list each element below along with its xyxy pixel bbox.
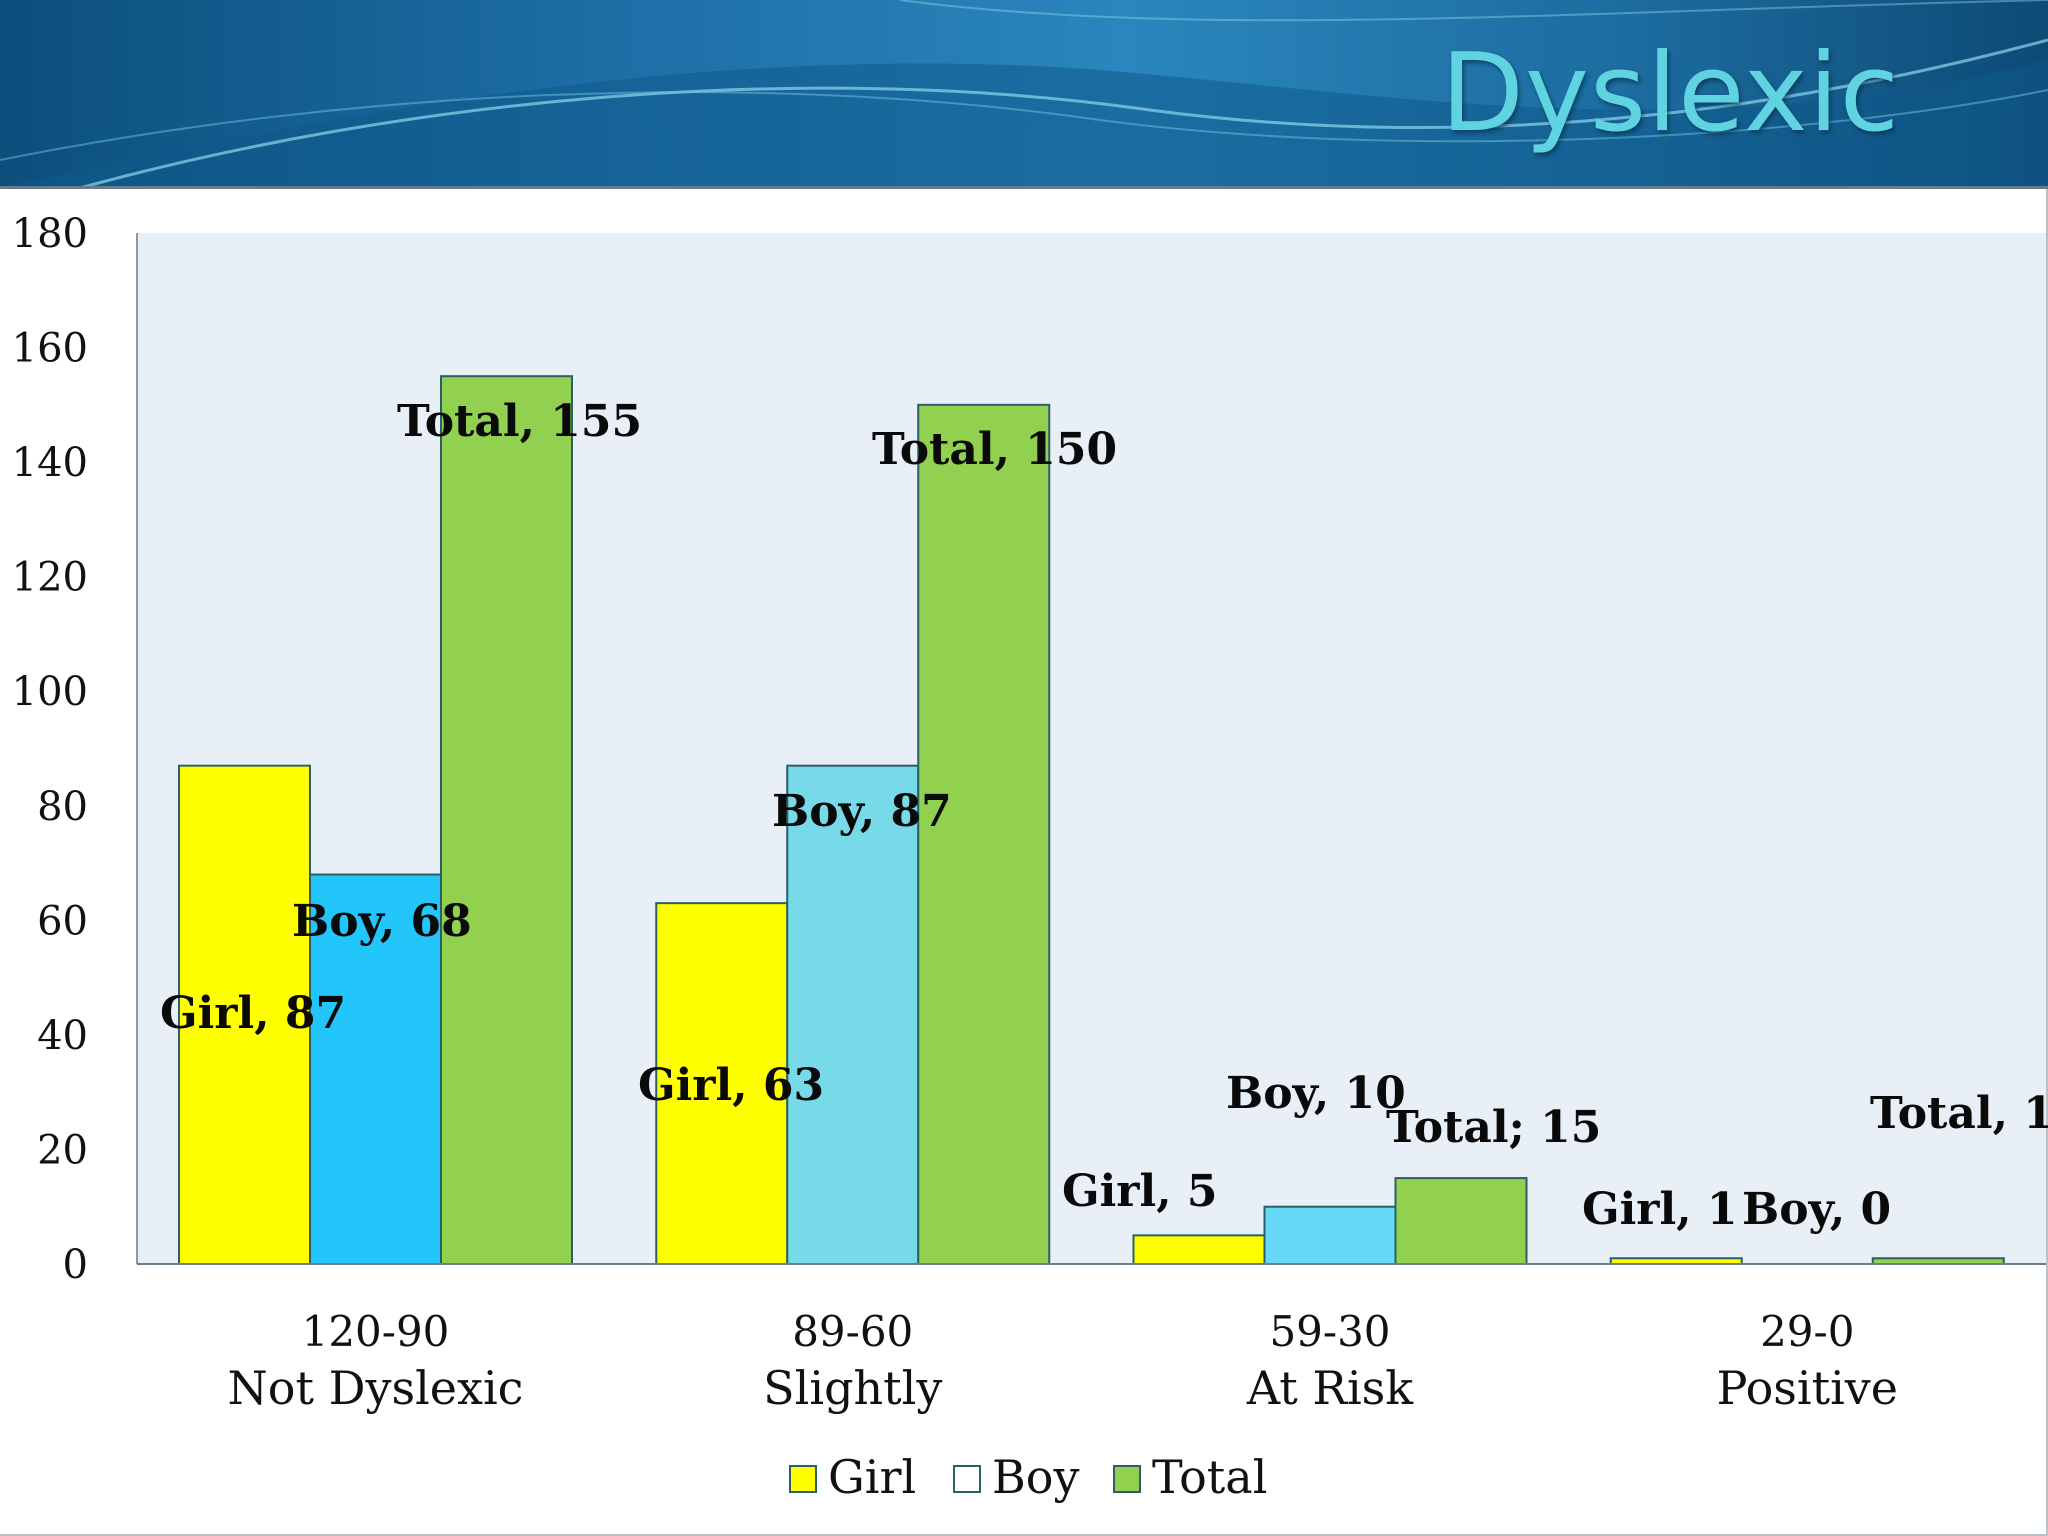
slide-title: Dyslexic [1440, 31, 1900, 156]
y-tick-label: 0 [63, 1242, 88, 1288]
bar-total [917, 403, 1051, 1266]
data-label-girl: Girl, 1 [1582, 1184, 1737, 1235]
data-label-total: Total; 15 [1386, 1102, 1601, 1153]
x-tick-label-category: Not Dyslexic [228, 1361, 524, 1415]
data-label-total: Total, 1 [1870, 1088, 2048, 1139]
banner-swoosh-decoration [0, 0, 2048, 188]
bar-boy [1263, 1205, 1397, 1265]
x-tick-label-category: Positive [1716, 1361, 1898, 1415]
title-banner: Dyslexic [0, 0, 2048, 188]
y-tick-label: 120 [12, 555, 88, 601]
bar-boy [786, 764, 920, 1266]
y-tick-label: 140 [12, 440, 88, 486]
banner-divider [0, 186, 2048, 189]
data-label-total: Total, 155 [397, 396, 642, 447]
y-tick-label: 100 [12, 669, 88, 715]
x-tick-label-range: 59-30 [1269, 1307, 1390, 1356]
y-tick-label: 60 [37, 898, 88, 944]
y-tick-label: 20 [37, 1127, 88, 1173]
data-label-boy: Boy, 10 [1226, 1068, 1406, 1119]
data-label-girl: Girl, 63 [638, 1060, 824, 1111]
legend-swatch-total [1113, 1465, 1141, 1493]
bar-total [440, 375, 573, 1265]
bar-girl [655, 902, 789, 1266]
slide-frame [0, 189, 2048, 1536]
bar-total [1394, 1177, 1528, 1266]
legend-label-total: Total [1152, 1450, 1267, 1504]
x-tick-label-category: At Risk [1246, 1361, 1414, 1415]
legend-swatch-girl [789, 1465, 817, 1493]
y-tick-label: 180 [12, 211, 88, 257]
x-tick-label-range: 89-60 [792, 1307, 913, 1356]
data-label-total: Total, 150 [872, 424, 1117, 475]
data-label-boy: Boy, 0 [1742, 1184, 1891, 1235]
legend-label-girl: Girl [828, 1450, 916, 1504]
y-tick-label: 160 [12, 326, 88, 372]
x-tick-label-range: 120-90 [302, 1307, 450, 1356]
data-label-boy: Boy, 68 [292, 896, 472, 947]
x-tick-label-range: 29-0 [1760, 1307, 1854, 1356]
data-label-girl: Girl, 5 [1062, 1166, 1217, 1217]
bar-girl [1132, 1234, 1266, 1265]
y-tick-label: 80 [37, 784, 88, 830]
legend-label-boy: Boy [992, 1450, 1080, 1504]
data-label-girl: Girl, 87 [160, 988, 346, 1039]
x-tick-label-category: Slightly [763, 1361, 942, 1415]
bar-girl [178, 764, 311, 1266]
legend-swatch-boy [953, 1465, 981, 1493]
data-label-boy: Boy, 87 [772, 786, 952, 837]
y-tick-label: 40 [37, 1013, 88, 1059]
